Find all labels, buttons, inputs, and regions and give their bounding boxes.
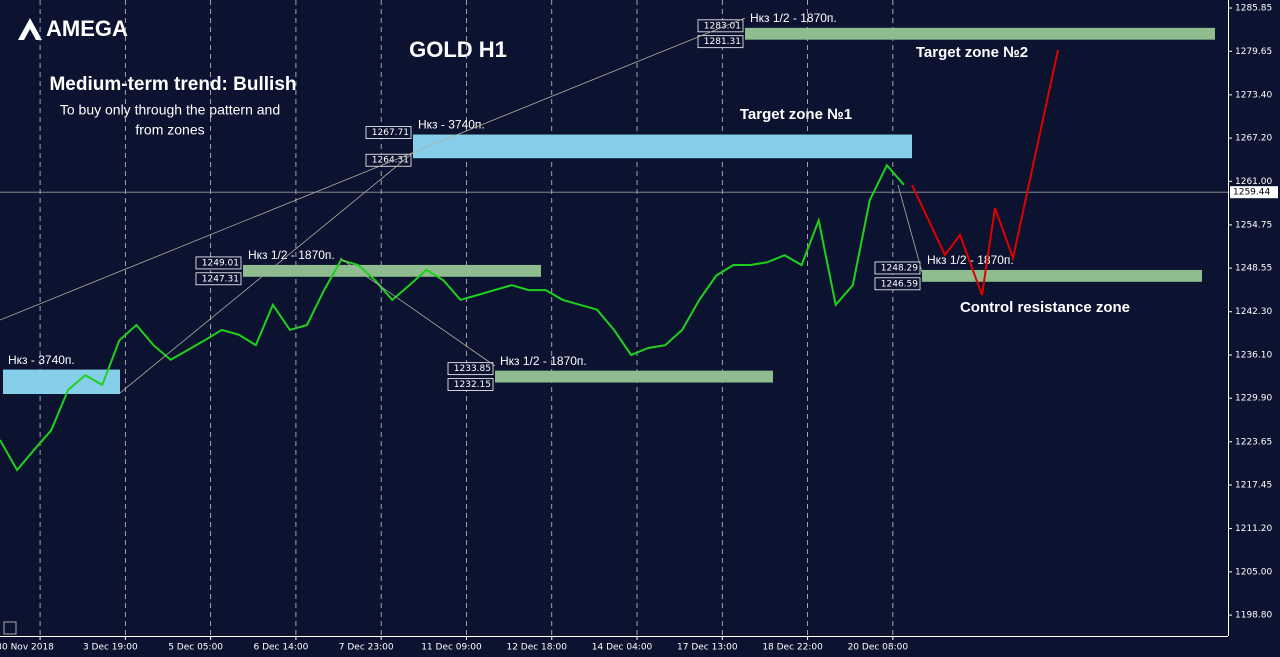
y-tick-label: 1261.00 [1235, 177, 1272, 187]
y-tick-label: 1236.10 [1235, 350, 1272, 360]
zone-label: Нкз - 3740п. [8, 353, 75, 367]
current-price-label: 1259.44 [1233, 188, 1270, 198]
zone [3, 369, 120, 395]
y-tick-label: 1242.30 [1235, 307, 1272, 317]
y-tick-label: 1223.65 [1235, 437, 1272, 447]
x-tick-label: 18 Dec 22:00 [762, 643, 823, 653]
y-tick-label: 1217.45 [1235, 481, 1272, 491]
y-tick-label: 1211.20 [1235, 524, 1272, 534]
price-label: 1233.85 [454, 364, 491, 374]
price-label: 1249.01 [202, 258, 239, 268]
trend-line [339, 257, 496, 367]
y-tick-label: 1285.85 [1235, 4, 1272, 14]
price-box [447, 378, 494, 391]
price-label: 1232.15 [454, 380, 491, 390]
x-tick-label: 30 Nov 2018 [0, 643, 54, 653]
x-tick-label: 17 Dec 13:00 [677, 643, 738, 653]
y-tick-label: 1279.65 [1235, 47, 1272, 57]
y-tick-label: 1205.00 [1235, 567, 1272, 577]
price-box [874, 261, 921, 275]
price-box [365, 126, 412, 139]
price-box [447, 362, 494, 376]
y-tick-label: 1198.80 [1235, 611, 1272, 621]
trend: Medium-term trend: Bullish [49, 74, 296, 95]
annotation: Target zone №1 [740, 106, 852, 123]
price-label: 1281.31 [704, 37, 741, 47]
annotation: Control resistance zone [960, 299, 1130, 316]
price-label: 1247.31 [202, 274, 239, 284]
x-tick-label: 12 Dec 18:00 [506, 643, 567, 653]
price-label: 1248.29 [881, 263, 918, 273]
current-price-box [1230, 186, 1278, 199]
x-tick-label: 7 Dec 23:00 [339, 643, 394, 653]
x-tick-label: 14 Dec 04:00 [592, 643, 653, 653]
y-tick-label: 1248.55 [1235, 264, 1272, 274]
price-box [697, 19, 744, 33]
zone-label: Нкз - 3740п. [418, 118, 485, 132]
price-label: 1267.71 [372, 128, 409, 138]
price-line [0, 163, 905, 472]
price-label: 1264.31 [372, 156, 409, 166]
logo-icon [18, 18, 42, 40]
zone-label: Нкз 1/2 - 1870п. [500, 354, 587, 368]
zone-label: Нкз 1/2 - 1870п. [248, 248, 335, 262]
zone-label: Нкз 1/2 - 1870п. [750, 11, 837, 25]
zone [745, 27, 1215, 40]
price-box [697, 35, 744, 49]
logo-text: AMEGA [46, 16, 128, 41]
x-tick-label: 5 Dec 05:00 [168, 643, 223, 653]
zone [243, 264, 541, 277]
zone-label: Нкз 1/2 - 1870п. [927, 253, 1014, 267]
corner-button[interactable] [3, 621, 17, 635]
trend-line [119, 151, 415, 394]
x-tick-label: 3 Dec 19:00 [83, 643, 138, 653]
price-label: 1246.59 [881, 279, 918, 289]
zone [922, 269, 1202, 282]
zone [495, 370, 773, 383]
x-tick-label: 20 Dec 08:00 [848, 643, 909, 653]
price-box [195, 256, 242, 270]
logo: AMEGA [18, 16, 128, 41]
forecast-path [911, 49, 1059, 296]
price-label: 1283.01 [704, 21, 741, 31]
chart-title: GOLD H1 [409, 37, 507, 62]
x-tick-label: 11 Dec 09:00 [421, 643, 482, 653]
trend-line [897, 184, 923, 273]
y-tick-label: 1229.90 [1235, 394, 1272, 404]
price-box [195, 272, 242, 286]
note: from zones [135, 122, 204, 138]
y-tick-label: 1267.20 [1235, 134, 1272, 144]
trend-lines [0, 17, 923, 394]
zone [413, 134, 912, 159]
note: To buy only through the pattern and [60, 102, 280, 118]
y-tick-label: 1273.40 [1235, 90, 1272, 100]
x-tick-label: 6 Dec 14:00 [254, 643, 309, 653]
annotation: Target zone №2 [916, 44, 1028, 61]
price-box [874, 277, 921, 291]
trend-line [0, 17, 746, 321]
y-tick-label: 1254.75 [1235, 220, 1272, 230]
